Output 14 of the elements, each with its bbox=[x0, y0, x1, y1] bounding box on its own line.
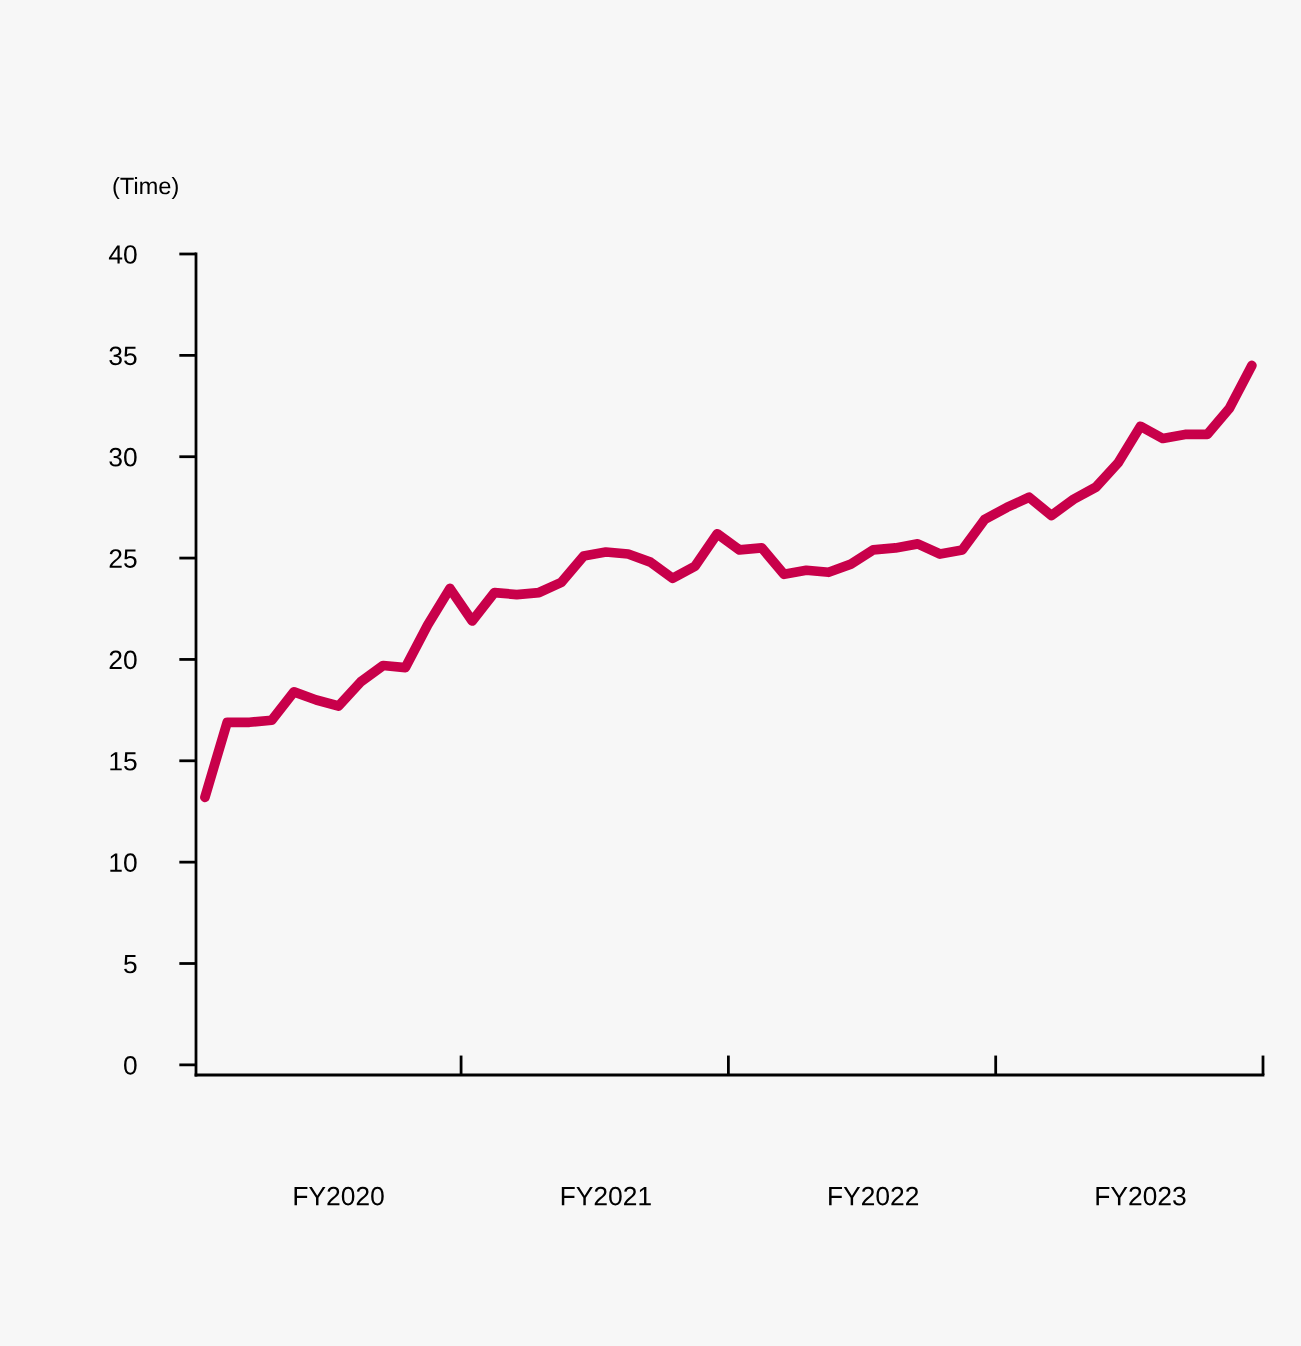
y-axis-title: (Time) bbox=[113, 177, 178, 199]
y-tick-label: 25 bbox=[109, 549, 137, 568]
y-tick-label: 35 bbox=[109, 346, 137, 366]
y-tick-label: 20 bbox=[109, 650, 137, 670]
y-tick-label: 40 bbox=[108, 245, 137, 264]
x-tick-label: FY2021 bbox=[561, 1186, 651, 1206]
x-tick-label: FY2022 bbox=[829, 1186, 919, 1206]
y-tick-label: 10 bbox=[110, 853, 137, 872]
y-tick-label: 0 bbox=[124, 1056, 137, 1075]
x-tick-label: FY2020 bbox=[294, 1186, 384, 1206]
y-tick-label: 5 bbox=[124, 954, 137, 974]
y-tick-label: 30 bbox=[109, 447, 137, 467]
y-tick-label: 15 bbox=[110, 752, 137, 771]
x-tick-label: FY2023 bbox=[1096, 1186, 1186, 1206]
